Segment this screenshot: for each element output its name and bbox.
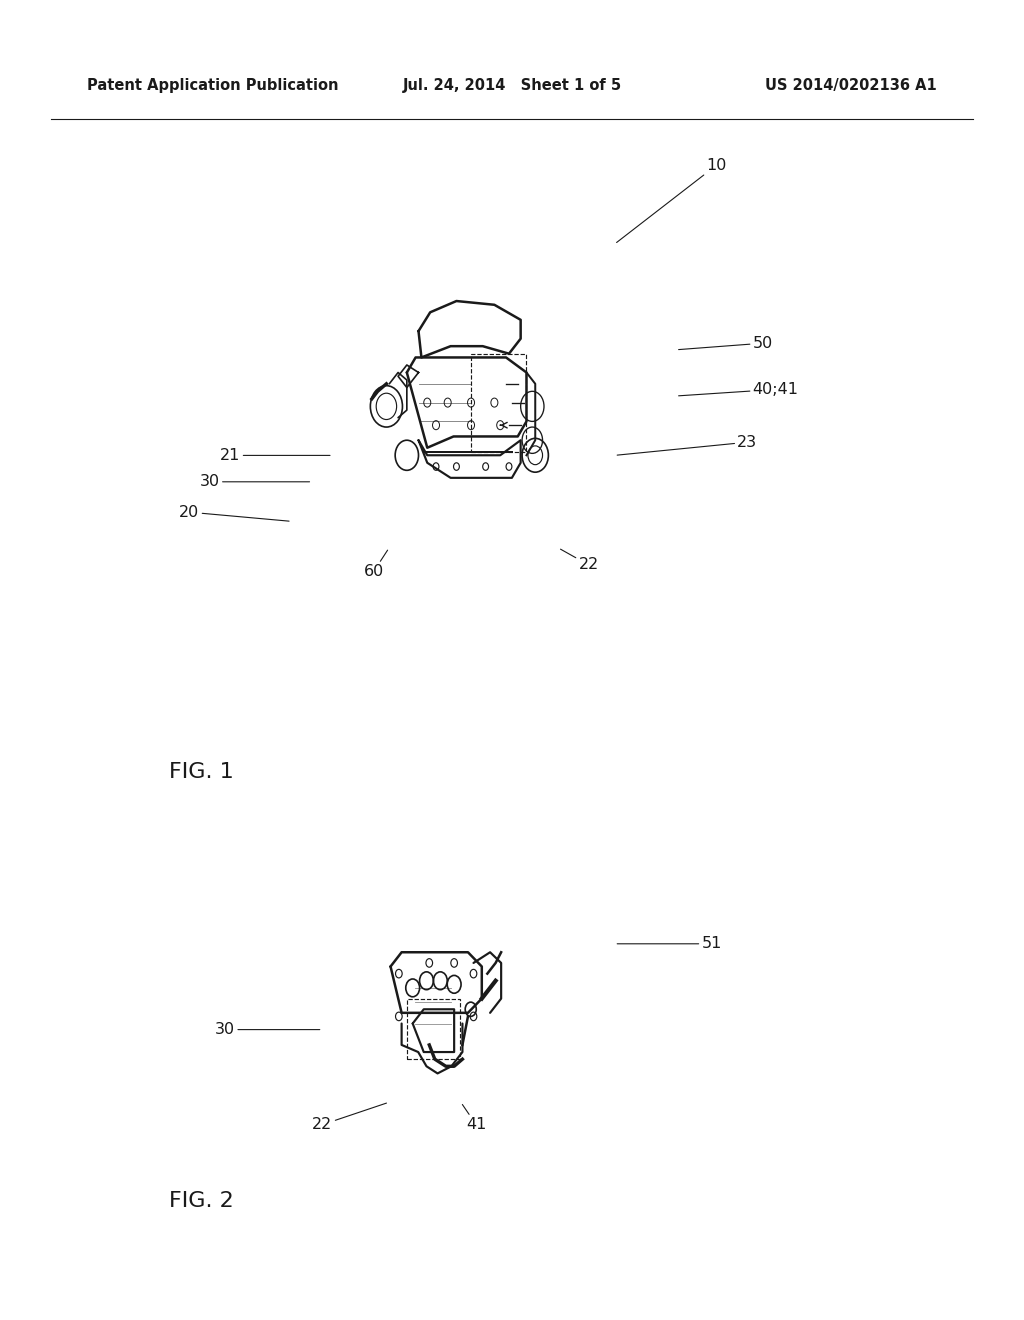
Text: 10: 10 <box>616 157 727 243</box>
Text: US 2014/0202136 A1: US 2014/0202136 A1 <box>765 78 937 94</box>
Text: 30: 30 <box>215 1022 319 1038</box>
Text: 23: 23 <box>617 434 758 455</box>
Text: 41: 41 <box>463 1105 486 1133</box>
Text: 30: 30 <box>200 474 309 490</box>
Text: 40;41: 40;41 <box>679 381 799 397</box>
Text: 22: 22 <box>312 1104 386 1133</box>
Text: Patent Application Publication: Patent Application Publication <box>87 78 339 94</box>
Bar <box>471 354 526 451</box>
Text: Jul. 24, 2014   Sheet 1 of 5: Jul. 24, 2014 Sheet 1 of 5 <box>402 78 622 94</box>
Text: FIG. 1: FIG. 1 <box>169 762 233 783</box>
Text: 60: 60 <box>364 550 388 579</box>
Text: 21: 21 <box>220 447 330 463</box>
Text: FIG. 2: FIG. 2 <box>169 1191 233 1212</box>
Bar <box>408 999 460 1059</box>
Text: 22: 22 <box>560 549 599 573</box>
Text: 50: 50 <box>679 335 773 351</box>
Text: 51: 51 <box>617 936 722 952</box>
Text: 20: 20 <box>179 504 289 521</box>
